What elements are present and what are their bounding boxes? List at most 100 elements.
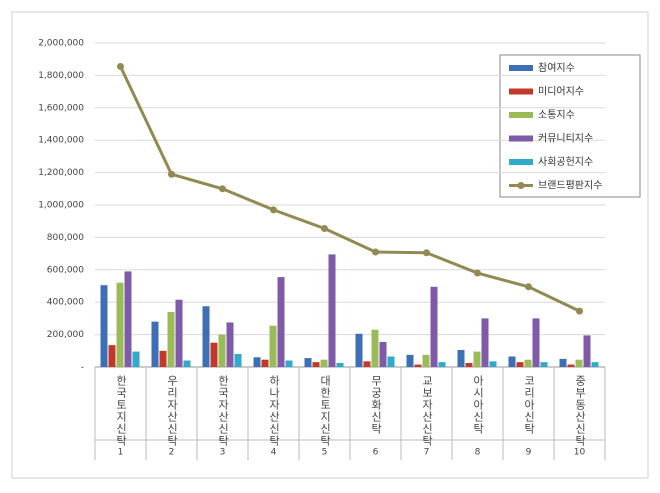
line-marker (372, 248, 379, 256)
bar (414, 364, 422, 367)
y-tick-label: 1,400,000 (38, 136, 84, 146)
bar (320, 359, 328, 367)
bar (277, 277, 285, 367)
bar (591, 362, 599, 367)
bar (218, 334, 226, 367)
bar (430, 286, 438, 367)
bar (422, 354, 430, 367)
bar (175, 299, 183, 367)
bar (583, 335, 591, 367)
legend-label: 브랜드평판지수 (538, 180, 602, 192)
bar (465, 362, 473, 367)
y-tick-label: 200,000 (47, 330, 84, 340)
y-tick-label: 600,000 (47, 265, 84, 275)
y-tick-label: - (81, 363, 84, 373)
x-tick-number: 7 (424, 448, 430, 458)
x-tick-label: 우리자산신탁 (166, 375, 179, 447)
bar (202, 306, 210, 367)
x-tick-number: 1 (118, 448, 124, 458)
bar (328, 254, 336, 367)
x-tick-number: 4 (271, 448, 277, 458)
bar (540, 362, 548, 367)
x-tick-label: 무궁화신탁 (370, 375, 383, 435)
line-marker (525, 283, 532, 291)
legend-swatch (509, 65, 533, 71)
bar (132, 351, 140, 367)
line-marker (219, 185, 226, 193)
y-tick-label: 2,000,000 (38, 39, 84, 49)
bar (524, 359, 532, 367)
x-tick-label: 한국자산신탁 (217, 375, 230, 447)
legend-label: 사회공헌지수 (538, 156, 593, 168)
line-marker (117, 62, 124, 70)
bar (371, 329, 379, 367)
legend-label: 참여지수 (538, 62, 575, 74)
bar (457, 349, 465, 367)
bar (489, 361, 497, 367)
bar (336, 362, 344, 367)
bar (285, 360, 293, 367)
bar (559, 358, 567, 367)
legend-label: 커뮤니티지수 (538, 133, 593, 145)
bar (234, 354, 242, 367)
y-tick-label: 800,000 (47, 233, 84, 243)
bar (151, 321, 159, 367)
x-tick-number: 2 (169, 448, 175, 458)
line (119, 65, 581, 313)
bar (226, 322, 234, 367)
bar (210, 342, 218, 367)
x-tick-label: 코리아신탁 (523, 375, 536, 435)
legend-box (499, 54, 641, 198)
legend-label: 미디어지수 (538, 86, 584, 98)
legend-swatch (509, 159, 533, 165)
line-marker (168, 170, 175, 178)
bar (438, 362, 446, 367)
bar (363, 361, 371, 367)
x-tick-label: 한국토지신탁 (115, 375, 128, 447)
bar (167, 311, 175, 367)
y-tick-label: 1,800,000 (38, 71, 84, 81)
y-tick-label: 1,000,000 (38, 201, 84, 211)
bar (116, 282, 124, 367)
bar (269, 325, 277, 367)
bar (124, 271, 132, 367)
bar (108, 345, 116, 367)
bar (481, 318, 489, 367)
line-marker (423, 249, 430, 257)
legend-swatch (509, 88, 533, 95)
bar (183, 360, 191, 367)
x-tick-label: 중부동산신탁 (574, 375, 587, 447)
bar (575, 359, 583, 367)
x-tick-number: 10 (574, 448, 586, 458)
x-tick-label: 하나자산신탁 (268, 374, 281, 447)
line-marker (321, 224, 328, 232)
bar (100, 285, 108, 367)
bar (379, 341, 387, 367)
line-marker (576, 307, 583, 315)
bar (516, 362, 524, 367)
y-tick-label: 1,600,000 (38, 103, 84, 113)
bar (355, 333, 363, 367)
bar (304, 358, 312, 367)
bar (567, 364, 575, 367)
x-tick-number: 8 (475, 448, 481, 458)
legend-marker (517, 182, 525, 189)
bar (261, 359, 269, 367)
bar (508, 356, 516, 367)
y-tick-label: 1,200,000 (38, 168, 84, 178)
bar (253, 357, 261, 367)
x-tick-label: 교보자산신탁 (421, 375, 434, 447)
bar (312, 362, 320, 367)
x-tick-number: 5 (322, 448, 328, 458)
x-tick-label: 대한토지신탁 (319, 375, 332, 447)
legend-swatch (509, 112, 533, 118)
bar (532, 318, 540, 367)
y-tick-label: 400,000 (47, 298, 84, 308)
bar (159, 350, 167, 367)
line-marker (270, 206, 277, 214)
x-tick-label: 아시아신탁 (472, 375, 485, 435)
legend-label: 소통지수 (538, 109, 575, 121)
legend-swatch (509, 135, 533, 142)
